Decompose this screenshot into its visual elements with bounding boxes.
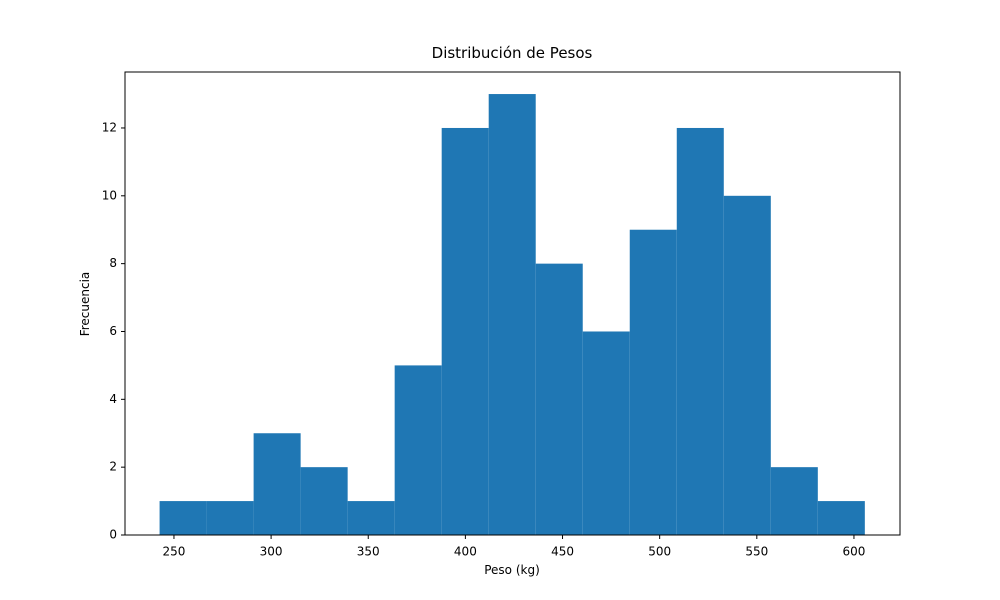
bar [253, 433, 301, 535]
x-tick-label: 600 [843, 545, 866, 559]
bar [206, 501, 254, 535]
bar [300, 467, 348, 535]
y-tick-label: 10 [102, 188, 117, 202]
y-tick-label: 2 [109, 460, 117, 474]
bar [582, 331, 630, 535]
bar [347, 501, 395, 535]
x-tick-label: 450 [551, 545, 574, 559]
bar [488, 94, 536, 536]
x-tick-label: 300 [260, 545, 283, 559]
bar [723, 195, 771, 536]
y-tick-label: 0 [109, 528, 117, 542]
bar [676, 127, 724, 535]
plot-frame [124, 71, 901, 536]
bar [629, 229, 677, 535]
x-tick-label: 350 [357, 545, 380, 559]
y-tick-label: 8 [109, 256, 117, 270]
y-tick-label: 12 [102, 120, 117, 134]
bar [535, 263, 583, 535]
bar [441, 127, 489, 535]
y-tick-label: 4 [109, 392, 117, 406]
bar [770, 467, 818, 535]
x-tick-label: 550 [745, 545, 768, 559]
y-tick-label: 6 [109, 324, 117, 338]
x-axis-label: Peso (kg) [484, 563, 540, 577]
x-tick-label: 400 [454, 545, 477, 559]
bar [817, 501, 865, 535]
x-tick-label: 250 [163, 545, 186, 559]
y-axis-label: Frecuencia [78, 272, 92, 337]
bar [394, 365, 442, 535]
plot-area [159, 94, 865, 536]
chart-title: Distribución de Pesos [432, 44, 593, 62]
x-tick-label: 500 [648, 545, 671, 559]
bar [159, 501, 207, 535]
